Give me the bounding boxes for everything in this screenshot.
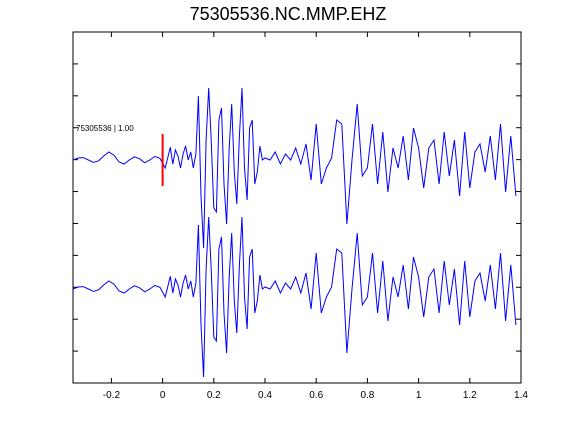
x-tick-label: 1 [416,390,422,401]
x-tick-label: 0.4 [258,390,272,401]
right-y-ticks [516,63,521,352]
chart-title: 75305536.NC.MMP.EHZ [189,4,387,24]
x-tick-label: 1.4 [514,390,528,401]
plot-frame [72,31,522,384]
x-tick-label: -0.2 [103,390,121,401]
left-y-ticks [73,63,78,352]
waveform-trace-2 [72,216,517,378]
x-tick-label: 1.2 [463,390,477,401]
waveform-trace-1 [72,87,517,249]
trace-label: 75305536 | 1.00 [76,124,134,133]
x-tick-label: 0.8 [360,390,374,401]
x-axis-ticks: -0.2 0 0.2 0.4 0.6 0.8 1 1.2 1.4 [103,32,528,401]
x-tick-label: 0.2 [207,390,221,401]
x-tick-label: 0.6 [309,390,323,401]
waveform-traces [72,87,517,378]
x-tick-label: 0 [160,390,166,401]
